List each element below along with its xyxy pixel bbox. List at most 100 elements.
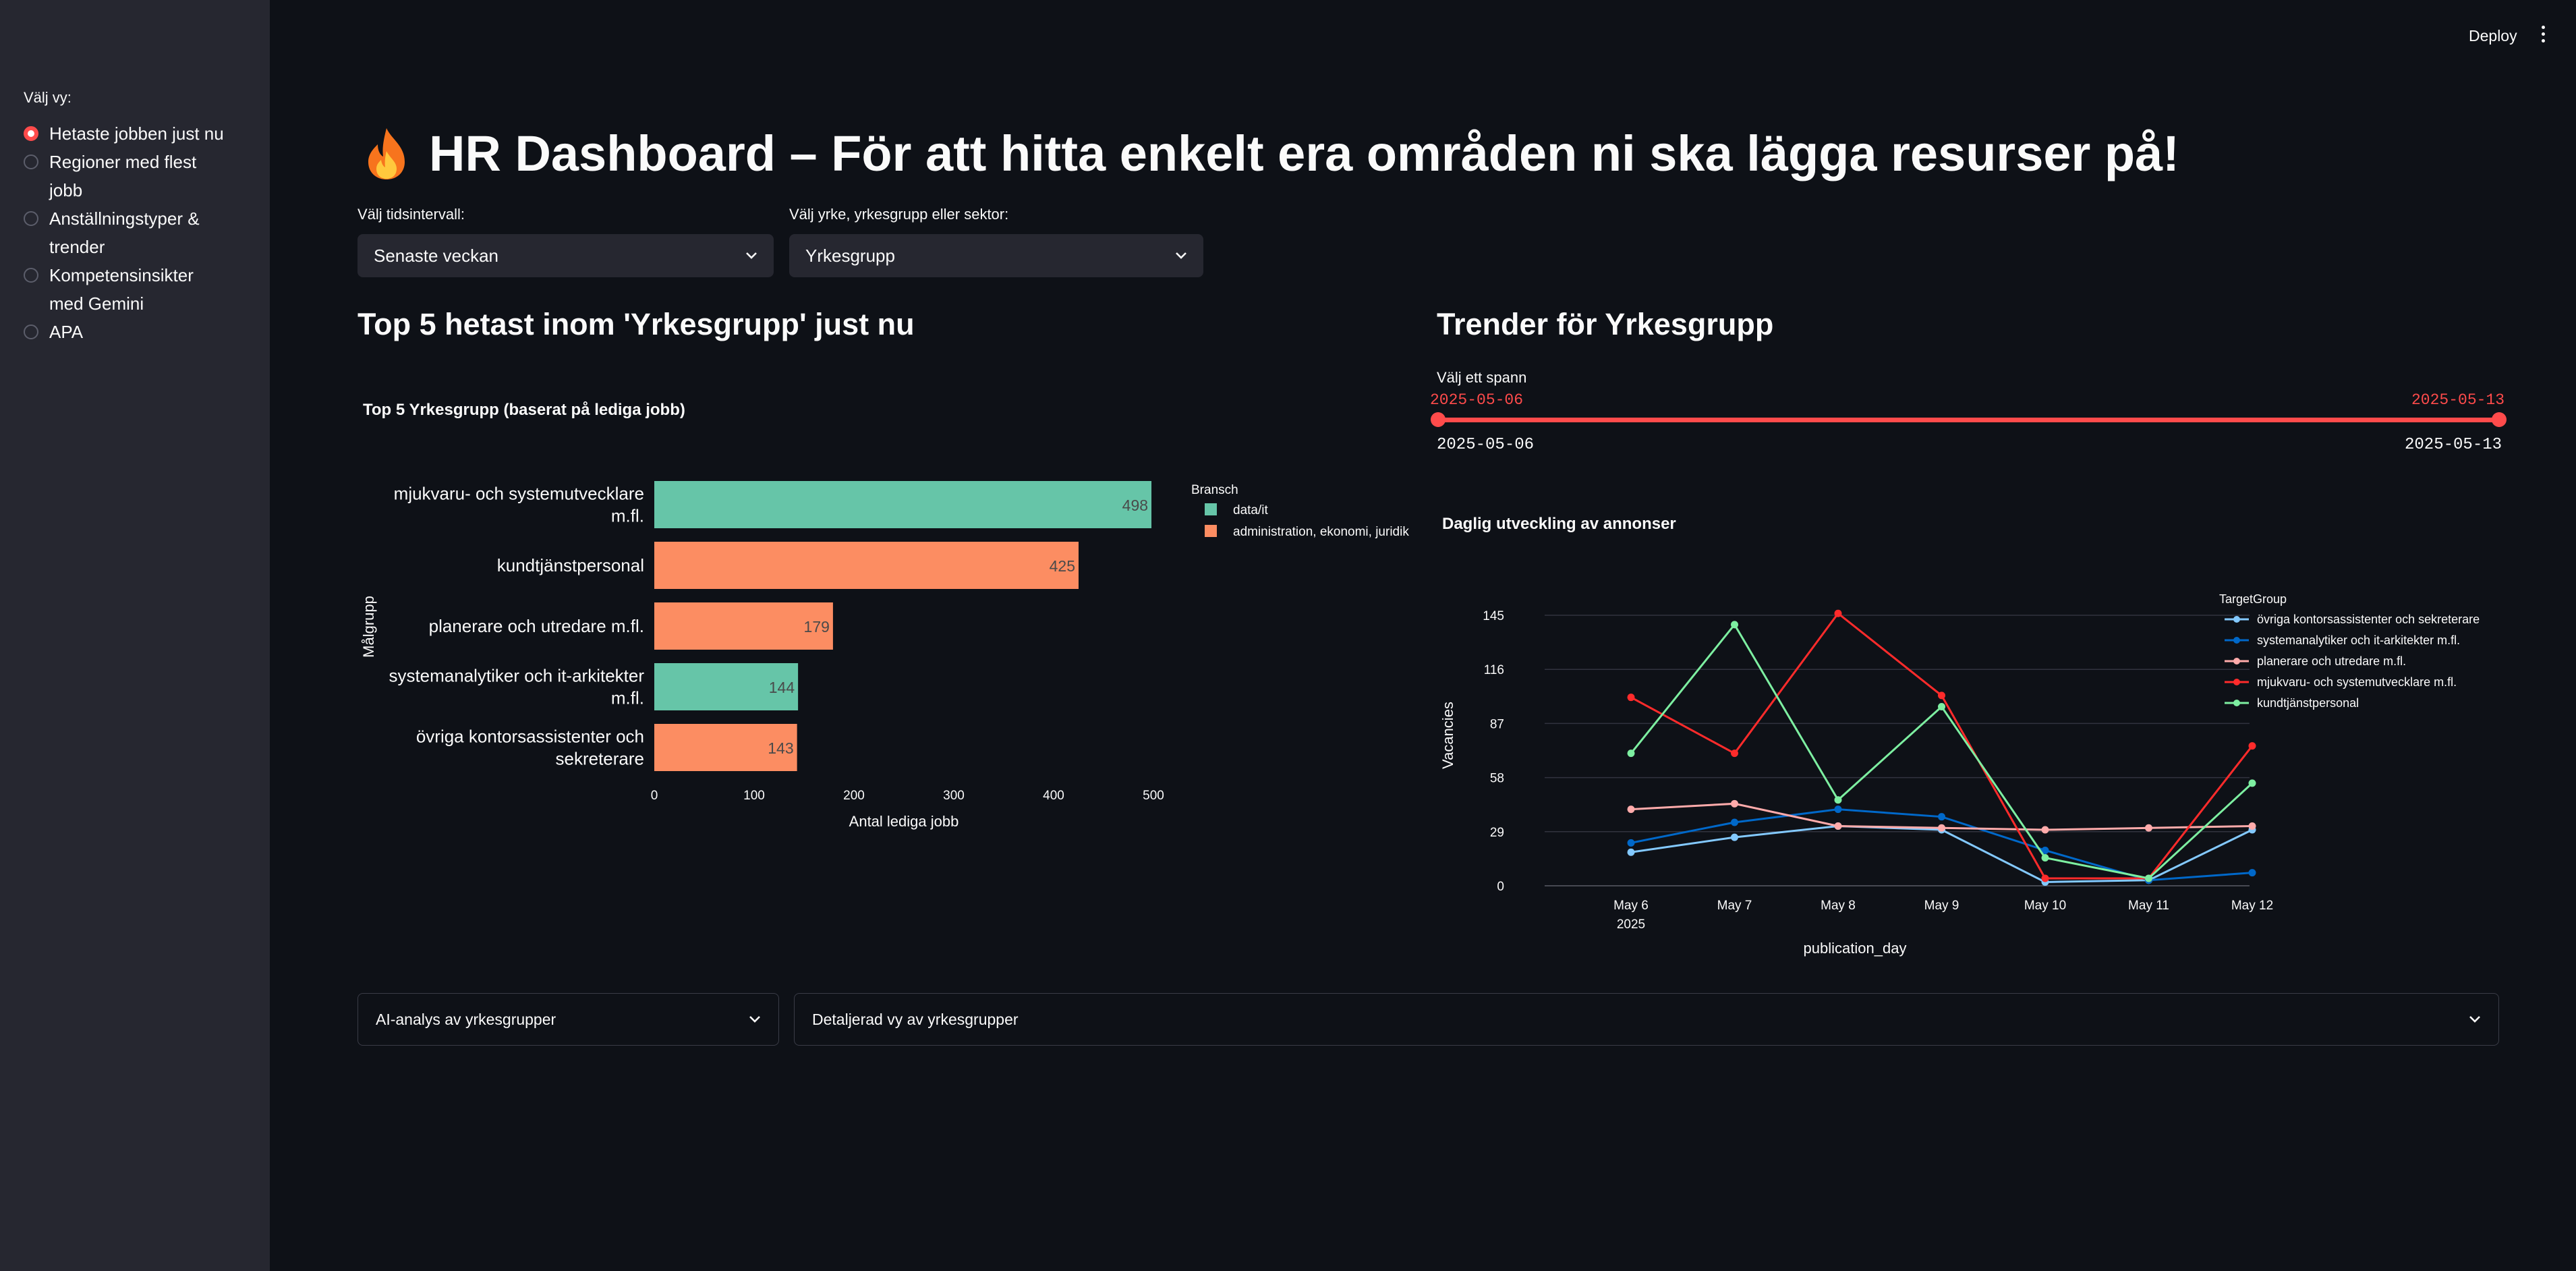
legend-label: övriga kontorsassistenter och sekreterar… (2257, 613, 2480, 626)
x-tick-label: May 9 (1924, 899, 1959, 913)
interval-select[interactable]: Senaste veckan (357, 234, 774, 277)
legend-label: systemanalytiker och it-arkitekter m.fl. (2257, 633, 2460, 647)
y-tick-label: 29 (1490, 826, 1504, 840)
radio-icon[interactable] (24, 154, 38, 169)
bar (654, 602, 833, 650)
ai-analysis-expander[interactable]: AI-analys av yrkesgrupper (357, 993, 779, 1046)
chevron-down-icon (2469, 1016, 2480, 1023)
data-point (1731, 799, 1738, 808)
data-point (1834, 796, 1842, 804)
chevron-down-icon (1176, 252, 1186, 259)
radio-label-line: Anställningstyper & (49, 208, 200, 229)
data-point (1627, 848, 1635, 856)
radio-icon[interactable] (24, 268, 38, 283)
data-point (1731, 621, 1738, 629)
sidebar: Välj vy: Hetaste jobben just nu Regioner … (0, 0, 270, 1271)
fire-icon (368, 128, 405, 179)
page-title-text: HR Dashboard – För att hitta enkelt era … (429, 125, 2179, 181)
x-tick-label: May 10 (2024, 899, 2066, 913)
radio-selected-icon[interactable] (24, 126, 38, 141)
bar-category-label: m.fl. (611, 506, 644, 526)
detail-view-expander[interactable]: Detaljerad vy av yrkesgrupper (794, 993, 2499, 1046)
legend-title: Bransch (1191, 483, 1238, 497)
view-radio-option-label: Anställningstyper & trender (49, 204, 200, 261)
bar-value-label: 144 (769, 679, 795, 696)
x-tick-label: May 6 (1613, 899, 1649, 913)
category-select-label: Välj yrke, yrkesgrupp eller sektor: (789, 206, 1009, 223)
legend-marker (2233, 658, 2240, 665)
radio-label-line: Hetaste jobben just nu (49, 123, 224, 144)
data-point (1938, 691, 1945, 700)
date-slider-track[interactable] (1437, 418, 2499, 422)
slider-end-handle[interactable] (2492, 412, 2507, 427)
x-tick-label: 100 (743, 789, 765, 803)
y-axis-title: Vacancies (1439, 702, 1456, 769)
y-tick-label: 0 (1497, 880, 1504, 894)
line-chart-title: Daglig utveckling av annonser (1442, 515, 1676, 533)
bar (654, 542, 1079, 589)
trend-section-heading: Trender för Yrkesgrupp (1437, 307, 1774, 341)
x-tick-label: 300 (943, 789, 965, 803)
data-point (2041, 874, 2049, 882)
view-radio-option[interactable]: Anställningstyper & trender (24, 204, 200, 261)
bar-value-label: 425 (1050, 557, 1075, 575)
view-radio-option[interactable]: Kompetensinsikter med Gemini (24, 261, 194, 318)
kebab-menu-icon[interactable] (2542, 26, 2546, 46)
x-tick-label: May 7 (1717, 899, 1752, 913)
radio-icon[interactable] (24, 324, 38, 339)
data-point (1938, 824, 1945, 832)
deploy-button[interactable]: Deploy (2469, 27, 2517, 45)
radio-label-line: med Gemini (49, 293, 144, 314)
series-line (1630, 825, 2253, 883)
view-radio-option-label: APA (49, 318, 83, 346)
bar-category-label: planerare och utredare m.fl. (429, 616, 644, 636)
category-select-value: Yrkesgrupp (805, 245, 895, 266)
ai-analysis-expander-label: AI-analys av yrkesgrupper (376, 1010, 556, 1028)
slider-start-handle[interactable] (1431, 412, 1446, 427)
radio-label-line: APA (49, 322, 84, 342)
chevron-down-icon (746, 252, 757, 259)
slider-min-label: 2025-05-06 (1437, 436, 1535, 454)
bar-category-label: kundtjänstpersonal (497, 555, 644, 575)
slider-end-value: 2025-05-13 (2411, 391, 2505, 409)
x-tick-label: May 8 (1821, 899, 1856, 913)
legend-label: administration, ekonomi, juridik (1233, 525, 1409, 539)
radio-label-line: Regioner med flest (49, 152, 197, 172)
bar (654, 663, 799, 710)
view-radio-label: Välj vy: (24, 89, 71, 106)
data-point (2248, 779, 2256, 787)
data-point (1834, 609, 1842, 617)
bar (654, 481, 1152, 528)
view-radio-option[interactable]: APA (24, 318, 83, 346)
interval-select-label: Välj tidsintervall: (357, 206, 465, 223)
detail-view-expander-label: Detaljerad vy av yrkesgrupper (812, 1010, 1019, 1028)
data-point (1627, 839, 1635, 847)
data-point (2145, 824, 2152, 832)
bar-value-label: 143 (768, 739, 793, 757)
x-tick-label: 0 (651, 789, 658, 803)
bar-chart-title: Top 5 Yrkesgrupp (baserat på lediga jobb… (363, 401, 685, 419)
bar (654, 724, 797, 771)
legend-marker (2233, 637, 2240, 644)
view-radio-option[interactable]: Hetaste jobben just nu (24, 119, 224, 148)
data-point (2145, 874, 2152, 882)
bar-category-label: sekreterare (556, 749, 645, 769)
radio-label-line: trender (49, 237, 105, 257)
radio-label-line: jobb (49, 180, 83, 200)
x-axis-title: Antal lediga jobb (849, 813, 959, 830)
legend-swatch (1205, 503, 1217, 515)
view-radio-option[interactable]: Regioner med flest jobb (24, 148, 196, 204)
x-tick-label: 200 (843, 789, 865, 803)
series-line (1630, 623, 2254, 880)
legend-label: mjukvaru- och systemutvecklare m.fl. (2257, 675, 2457, 689)
bar-section-heading: Top 5 hetast inom 'Yrkesgrupp' just nu (357, 307, 915, 341)
page-title: HR Dashboard – För att hitta enkelt era … (364, 125, 2179, 182)
legend-marker (2233, 700, 2240, 706)
data-point (1834, 806, 1842, 814)
x-tick-label: 400 (1043, 789, 1064, 803)
data-point (1938, 813, 1945, 821)
data-point (1731, 818, 1738, 826)
legend-title: TargetGroup (2219, 592, 2287, 606)
radio-icon[interactable] (24, 211, 38, 226)
category-select[interactable]: Yrkesgrupp (789, 234, 1203, 277)
